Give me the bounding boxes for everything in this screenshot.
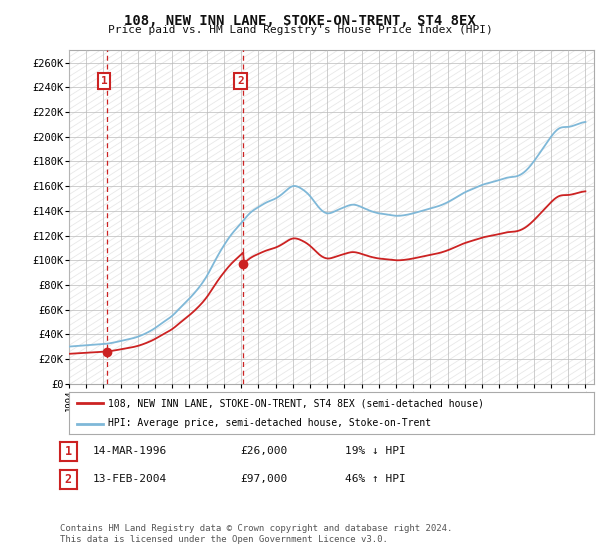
Text: £97,000: £97,000 [240,474,287,484]
Text: 108, NEW INN LANE, STOKE-ON-TRENT, ST4 8EX (semi-detached house): 108, NEW INN LANE, STOKE-ON-TRENT, ST4 8… [109,398,484,408]
Text: 13-FEB-2004: 13-FEB-2004 [93,474,167,484]
Text: 108, NEW INN LANE, STOKE-ON-TRENT, ST4 8EX: 108, NEW INN LANE, STOKE-ON-TRENT, ST4 8… [124,14,476,28]
Text: Price paid vs. HM Land Registry's House Price Index (HPI): Price paid vs. HM Land Registry's House … [107,25,493,35]
Text: 19% ↓ HPI: 19% ↓ HPI [345,446,406,456]
Text: HPI: Average price, semi-detached house, Stoke-on-Trent: HPI: Average price, semi-detached house,… [109,418,431,428]
Text: 2: 2 [237,76,244,86]
Text: This data is licensed under the Open Government Licence v3.0.: This data is licensed under the Open Gov… [60,535,388,544]
Text: Contains HM Land Registry data © Crown copyright and database right 2024.: Contains HM Land Registry data © Crown c… [60,524,452,533]
Text: £26,000: £26,000 [240,446,287,456]
Text: 46% ↑ HPI: 46% ↑ HPI [345,474,406,484]
Text: 1: 1 [65,445,72,458]
Text: 1: 1 [101,76,107,86]
Text: 2: 2 [65,473,72,486]
Text: 14-MAR-1996: 14-MAR-1996 [93,446,167,456]
